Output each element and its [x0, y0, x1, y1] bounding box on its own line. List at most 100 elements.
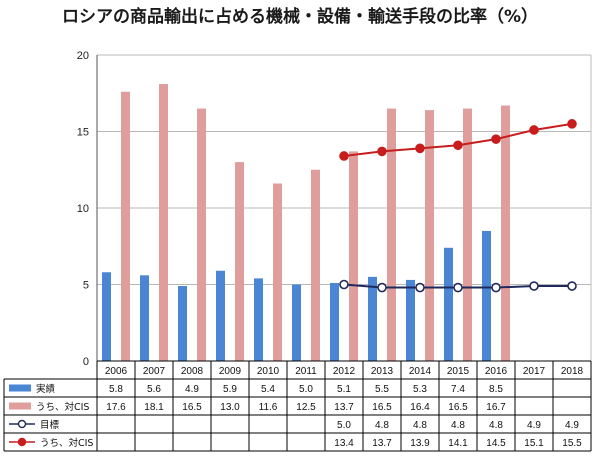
grid	[97, 54, 591, 285]
y-tick-label: 15	[77, 127, 89, 139]
bar-actual	[482, 230, 491, 361]
bar-actual-cis	[311, 169, 320, 361]
table-cell: 14.1	[448, 438, 468, 449]
x-tick-label: 2017	[523, 366, 546, 377]
x-tick-label: 2009	[219, 366, 242, 377]
data-table: 2006 2007 2008 2009 2010 2011 2012 2013 2014 2015…	[3, 360, 592, 452]
table-cell: 13.9	[410, 438, 430, 449]
bar-actual	[216, 270, 225, 361]
x-tick-label: 2015	[447, 366, 470, 377]
table-cell: 15.5	[562, 438, 582, 449]
target-point	[529, 281, 539, 291]
table-cell: 16.5	[182, 402, 202, 413]
table-cell: 4.8	[413, 420, 427, 431]
x-tick-label: 2010	[257, 366, 280, 377]
legend-label: 目標	[40, 419, 60, 431]
x-tick-label: 2012	[333, 366, 356, 377]
bar-actual-cis	[159, 84, 168, 361]
x-tick-label: 2014	[409, 366, 432, 377]
bar-actual	[368, 276, 377, 361]
table-cell: 13.7	[372, 438, 392, 449]
table-cell: 7.4	[451, 384, 465, 395]
bar-actual-cis	[273, 183, 282, 361]
table-cell: 13.0	[220, 402, 240, 413]
table-cell: 5.3	[413, 384, 427, 395]
table-cell: 13.7	[334, 402, 354, 413]
x-tick-label: 2016	[485, 366, 508, 377]
target-cis-point	[529, 125, 539, 135]
x-tick-label: 2018	[561, 366, 584, 377]
table-cell: 12.5	[296, 402, 316, 413]
table-cell: 4.8	[375, 420, 389, 431]
bar-actual	[254, 278, 263, 361]
bar-actual-cis	[425, 110, 434, 361]
legend-label: 実績	[36, 383, 56, 395]
legend-key-marker	[17, 437, 27, 447]
legend-key-bar	[9, 402, 31, 410]
y-tick-label: 5	[83, 280, 89, 292]
target-cis-point	[415, 143, 425, 154]
table-cell: 5.1	[337, 384, 351, 395]
x-tick-label: 2008	[181, 366, 204, 377]
bar-actual-cis	[501, 105, 510, 362]
table-cell: 4.8	[451, 420, 465, 431]
table-cell: 18.1	[144, 402, 164, 413]
y-tick-label: 10	[77, 203, 89, 215]
table-cell: 5.0	[299, 384, 313, 395]
table-cell: 5.6	[147, 384, 161, 395]
table-cell: 4.9	[527, 420, 541, 431]
bar-actual-cis	[463, 108, 472, 361]
bar-actual	[178, 286, 187, 361]
bar-actual-cis	[349, 151, 358, 361]
table-cell: 15.1	[524, 438, 544, 449]
target-point	[377, 282, 387, 293]
table-cell: 5.4	[261, 384, 275, 395]
table-cell: 5.0	[337, 420, 351, 431]
bar-actual	[140, 275, 149, 361]
table-cell: 4.9	[565, 420, 579, 431]
table-cell: 13.4	[334, 438, 354, 449]
bar-actual-cis	[387, 108, 396, 361]
table-cell: 8.5	[489, 384, 503, 395]
table-cell: 4.8	[489, 420, 503, 431]
target-point	[453, 282, 463, 293]
lines	[339, 119, 577, 293]
y-tick-label: 20	[77, 50, 89, 62]
target-cis-point	[339, 151, 349, 161]
y-tick-label: 0	[83, 356, 89, 368]
table-cell: 16.5	[372, 402, 392, 413]
legend-key-bar	[9, 384, 31, 392]
target-point	[339, 279, 349, 290]
table-cell: 5.8	[109, 384, 123, 395]
target-point	[491, 282, 501, 293]
bar-actual	[292, 284, 301, 361]
legend-key-marker	[17, 419, 27, 429]
target-cis-point	[377, 146, 387, 157]
table-cell: 16.4	[410, 402, 430, 413]
table-cell: 11.6	[259, 402, 278, 413]
y-axis-ticks: 0 5 10 15 20	[77, 50, 89, 368]
x-tick-label: 2006	[105, 366, 128, 377]
target-point	[415, 282, 425, 293]
bar-actual-cis	[197, 108, 206, 361]
table-cell: 5.9	[223, 384, 237, 395]
bar-actual-cis	[235, 162, 244, 361]
target-cis-point	[567, 119, 577, 129]
legend-label: うち、対CIS	[36, 401, 89, 413]
bar-actual-cis	[121, 91, 130, 361]
chart-title: ロシアの商品輸出に占める機械・設備・輸送手段の比率（%）	[62, 6, 538, 27]
bars	[102, 84, 510, 362]
target-cis-point	[453, 140, 463, 151]
table-cell: 14.5	[486, 438, 506, 449]
bar-actual	[406, 279, 415, 361]
table-cell: 16.5	[448, 402, 468, 413]
bar-actual	[444, 247, 453, 361]
table-cell: 17.6	[106, 402, 126, 413]
table-cell: 5.5	[375, 384, 389, 395]
x-tick-label: 2007	[143, 366, 166, 377]
plot-frame	[96, 55, 592, 361]
table-cell: 16.7	[486, 402, 506, 413]
table-cell: 4.9	[185, 384, 199, 395]
bar-actual	[102, 272, 111, 361]
